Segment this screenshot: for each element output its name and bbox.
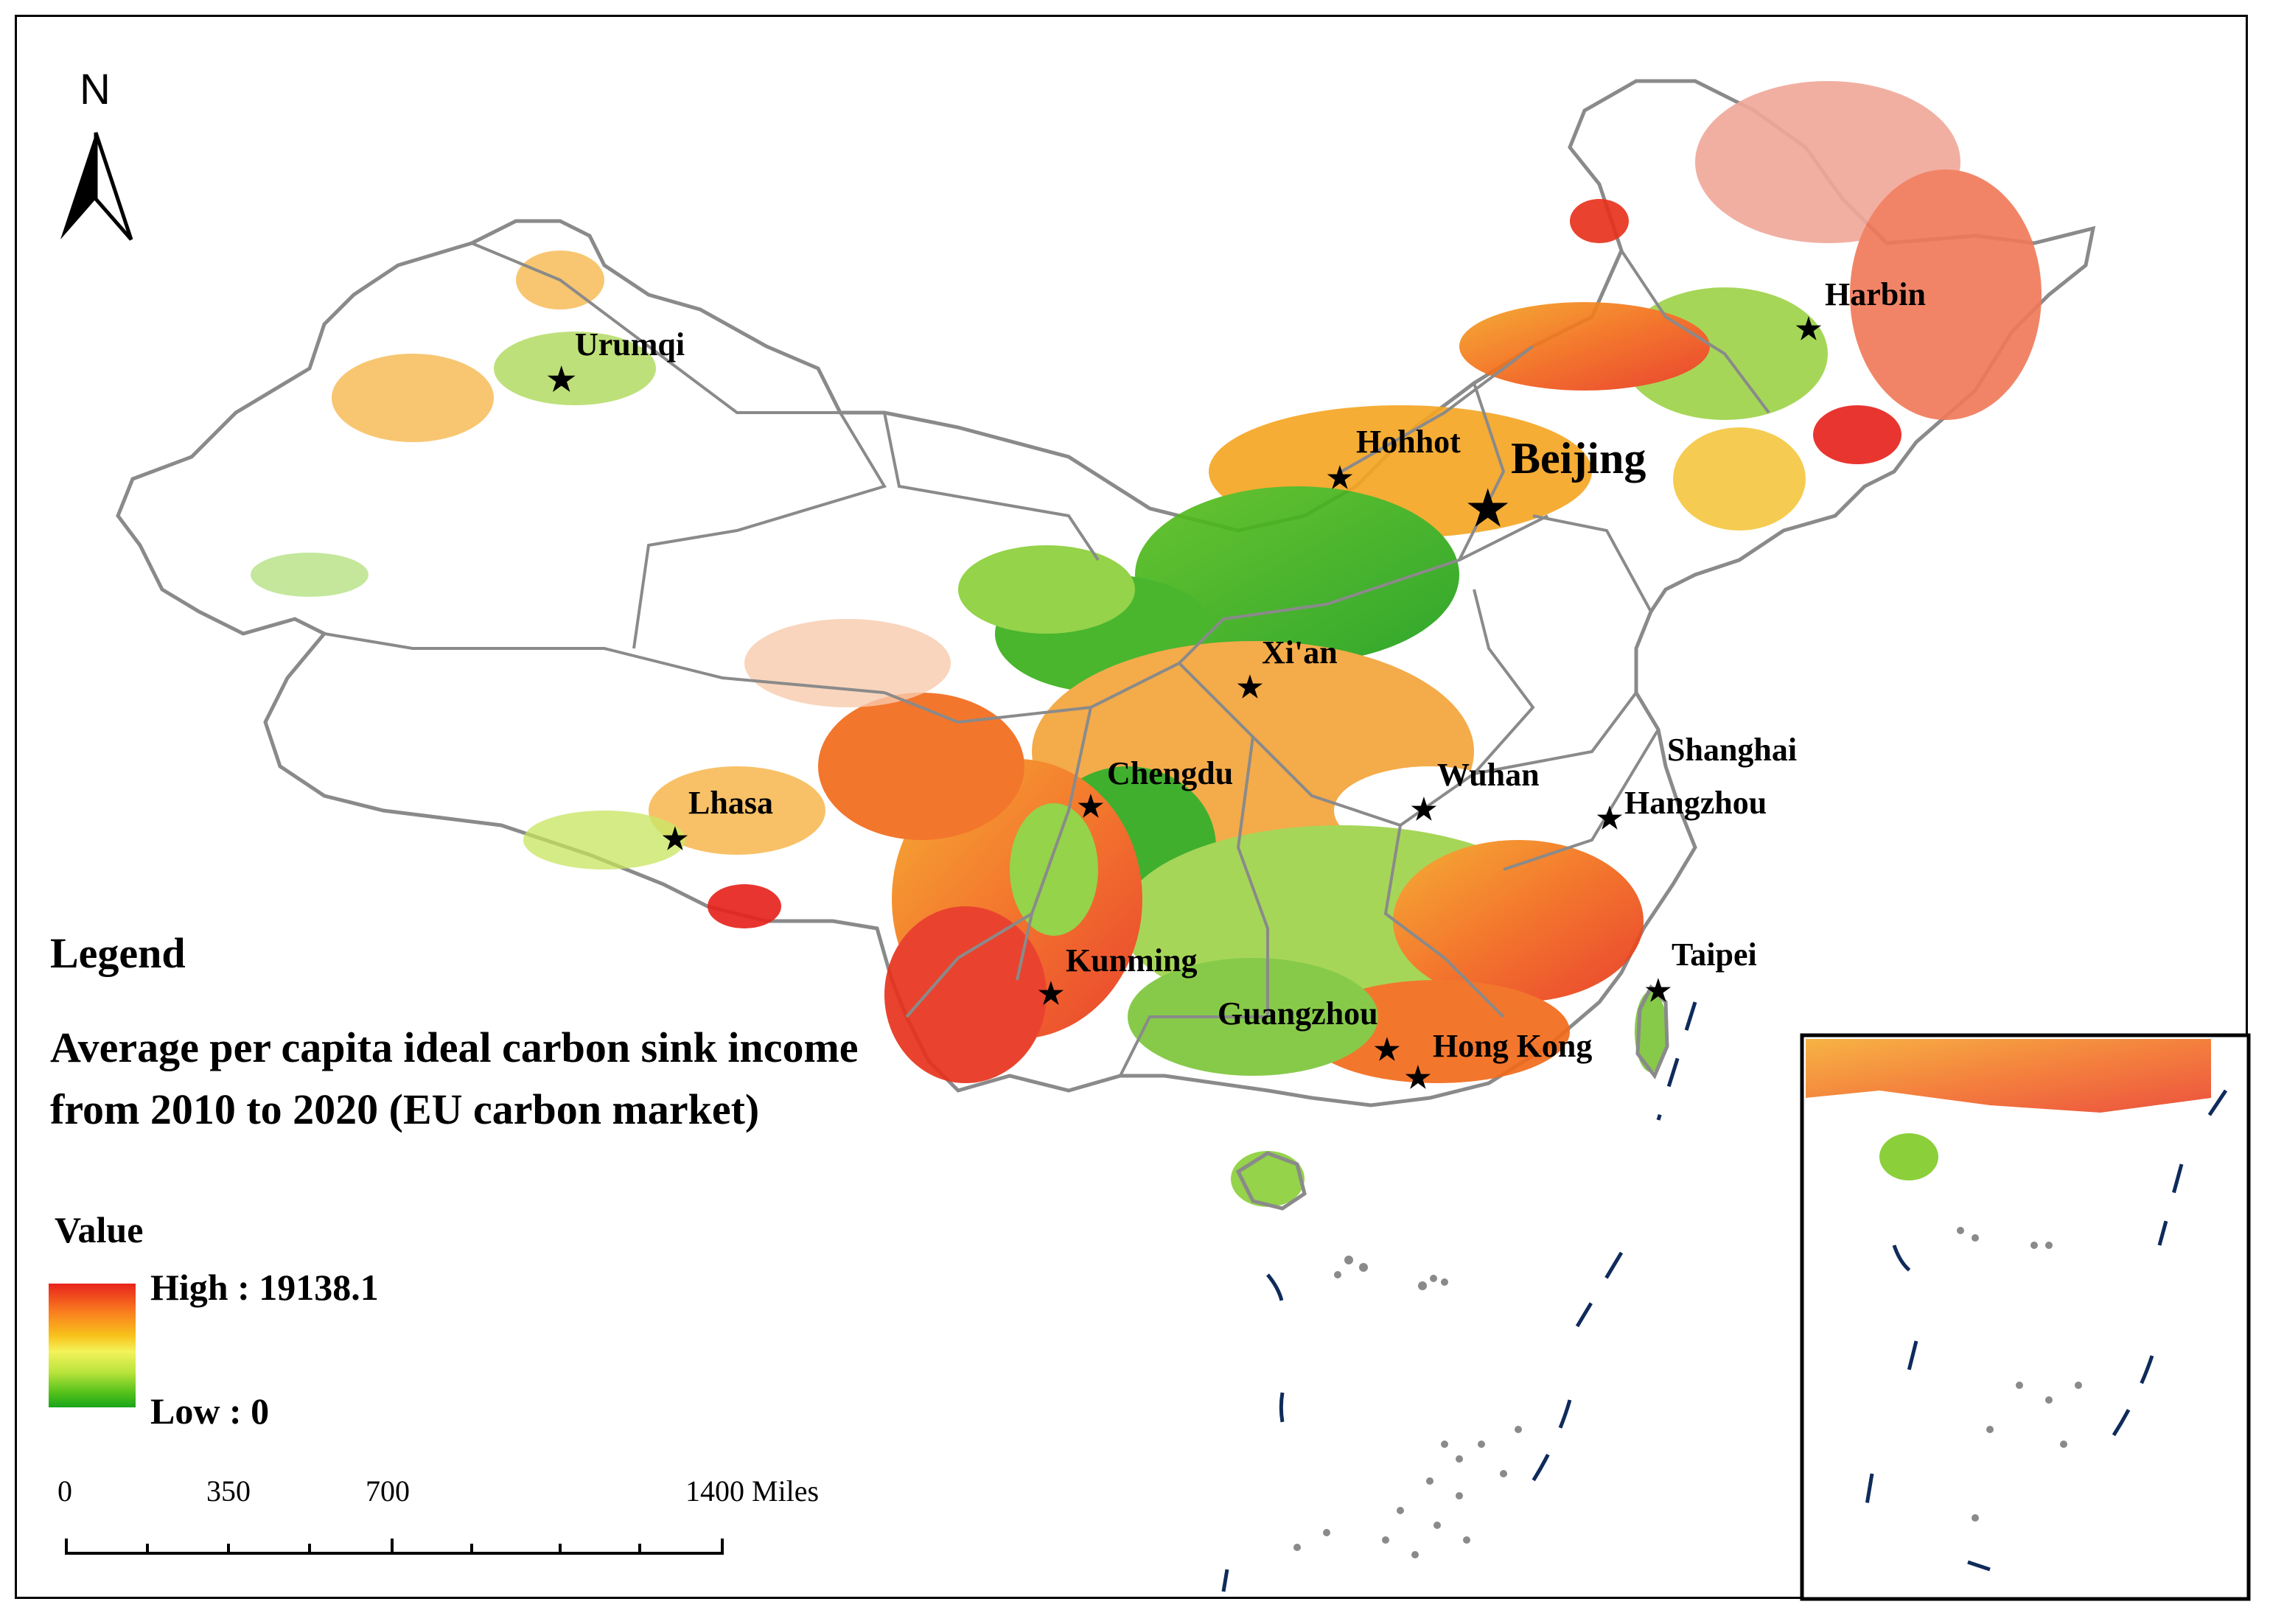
legend-value-label: Value [55, 1209, 144, 1250]
city-star-chengdu: ★ [1078, 790, 1104, 823]
north-label: N [80, 66, 111, 113]
city-star-lhasa: ★ [662, 822, 688, 855]
city-star-xian: ★ [1237, 671, 1263, 704]
map-frame [15, 15, 2248, 1599]
city-label-hohhot: Hohhot [1356, 424, 1461, 460]
south-china-sea [1221, 1001, 1697, 1592]
scale-bar [65, 1539, 724, 1555]
north-arrow-icon [60, 132, 133, 241]
city-star-hangzhou: ★ [1596, 802, 1623, 835]
city-label-harbin: Harbin [1825, 276, 1926, 312]
legend-description: Average per capita ideal carbon sink inc… [50, 1023, 859, 1133]
scale-label-350: 350 [206, 1474, 251, 1508]
taiwan-outline [1635, 984, 1669, 1079]
city-label-beijing: Beijing [1511, 434, 1646, 483]
legend-title: Legend [50, 929, 186, 977]
city-markers: ★ Urumqi ★ Harbin ★ Hohhot ★ Beijing ★ X… [547, 276, 1926, 1094]
city-label-chengdu: Chengdu [1107, 755, 1233, 791]
city-star-hongkong: ★ [1405, 1061, 1431, 1094]
city-star-harbin: ★ [1795, 312, 1822, 346]
legend-low-label: Low : 0 [150, 1390, 270, 1432]
city-label-wuhan: Wuhan [1437, 757, 1540, 793]
legend-high-label: High : 19138.1 [150, 1267, 379, 1308]
city-label-taipei: Taipei [1672, 937, 1757, 973]
legend-color-ramp [49, 1284, 136, 1407]
city-label-guangzhou: Guangzhou [1218, 995, 1378, 1032]
city-star-kunming: ★ [1038, 977, 1064, 1010]
city-label-hongkong: Hong Kong [1433, 1028, 1592, 1064]
city-star-hohhot: ★ [1327, 461, 1353, 494]
city-label-kunming: Kunming [1066, 942, 1198, 979]
city-star-guangzhou: ★ [1374, 1033, 1400, 1066]
scale-label-0: 0 [57, 1474, 72, 1508]
city-star-taipei: ★ [1645, 974, 1672, 1007]
city-label-urumqi: Urumqi [575, 326, 685, 363]
city-label-hangzhou: Hangzhou [1624, 785, 1767, 821]
city-label-shanghai: Shanghai [1667, 732, 1797, 768]
city-label-lhasa: Lhasa [688, 785, 773, 821]
scale-label-1400: 1400 Miles [685, 1474, 820, 1508]
carbon-income-raster [251, 81, 2042, 1207]
capital-star-beijing: ★ [1467, 483, 1509, 535]
city-label-xian: Xi'an [1262, 634, 1338, 671]
inset-map [1800, 1033, 2251, 1601]
province-boundaries [324, 242, 1770, 1077]
scale-label-700: 700 [366, 1474, 410, 1508]
city-star-urumqi: ★ [547, 362, 576, 398]
hainan-outline [1235, 1151, 1307, 1211]
city-star-wuhan: ★ [1411, 793, 1437, 826]
